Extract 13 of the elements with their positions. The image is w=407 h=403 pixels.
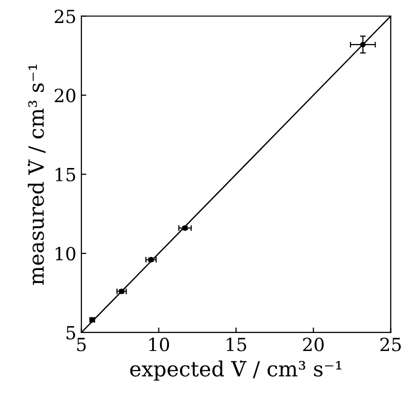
y-tick-label: 10 [56, 246, 76, 261]
y-tick-label: 20 [54, 88, 76, 102]
x-tick-label: 10 [149, 338, 170, 352]
y-tick-label: 5 [66, 326, 76, 340]
point [360, 42, 366, 48]
x-tick-label: 15 [226, 338, 246, 352]
y-tick-label: 25 [54, 10, 76, 24]
x-axis-title: expected V̇ / cm³ s⁻¹ [130, 360, 342, 381]
x-tick-label: 5 [77, 338, 86, 352]
y-axis-title: measured V̇ / cm³ s⁻¹ [28, 64, 46, 285]
x-tick-label: 25 [380, 338, 401, 352]
y-tick-label: 15 [56, 168, 76, 182]
x-tick-label: 20 [303, 338, 324, 352]
